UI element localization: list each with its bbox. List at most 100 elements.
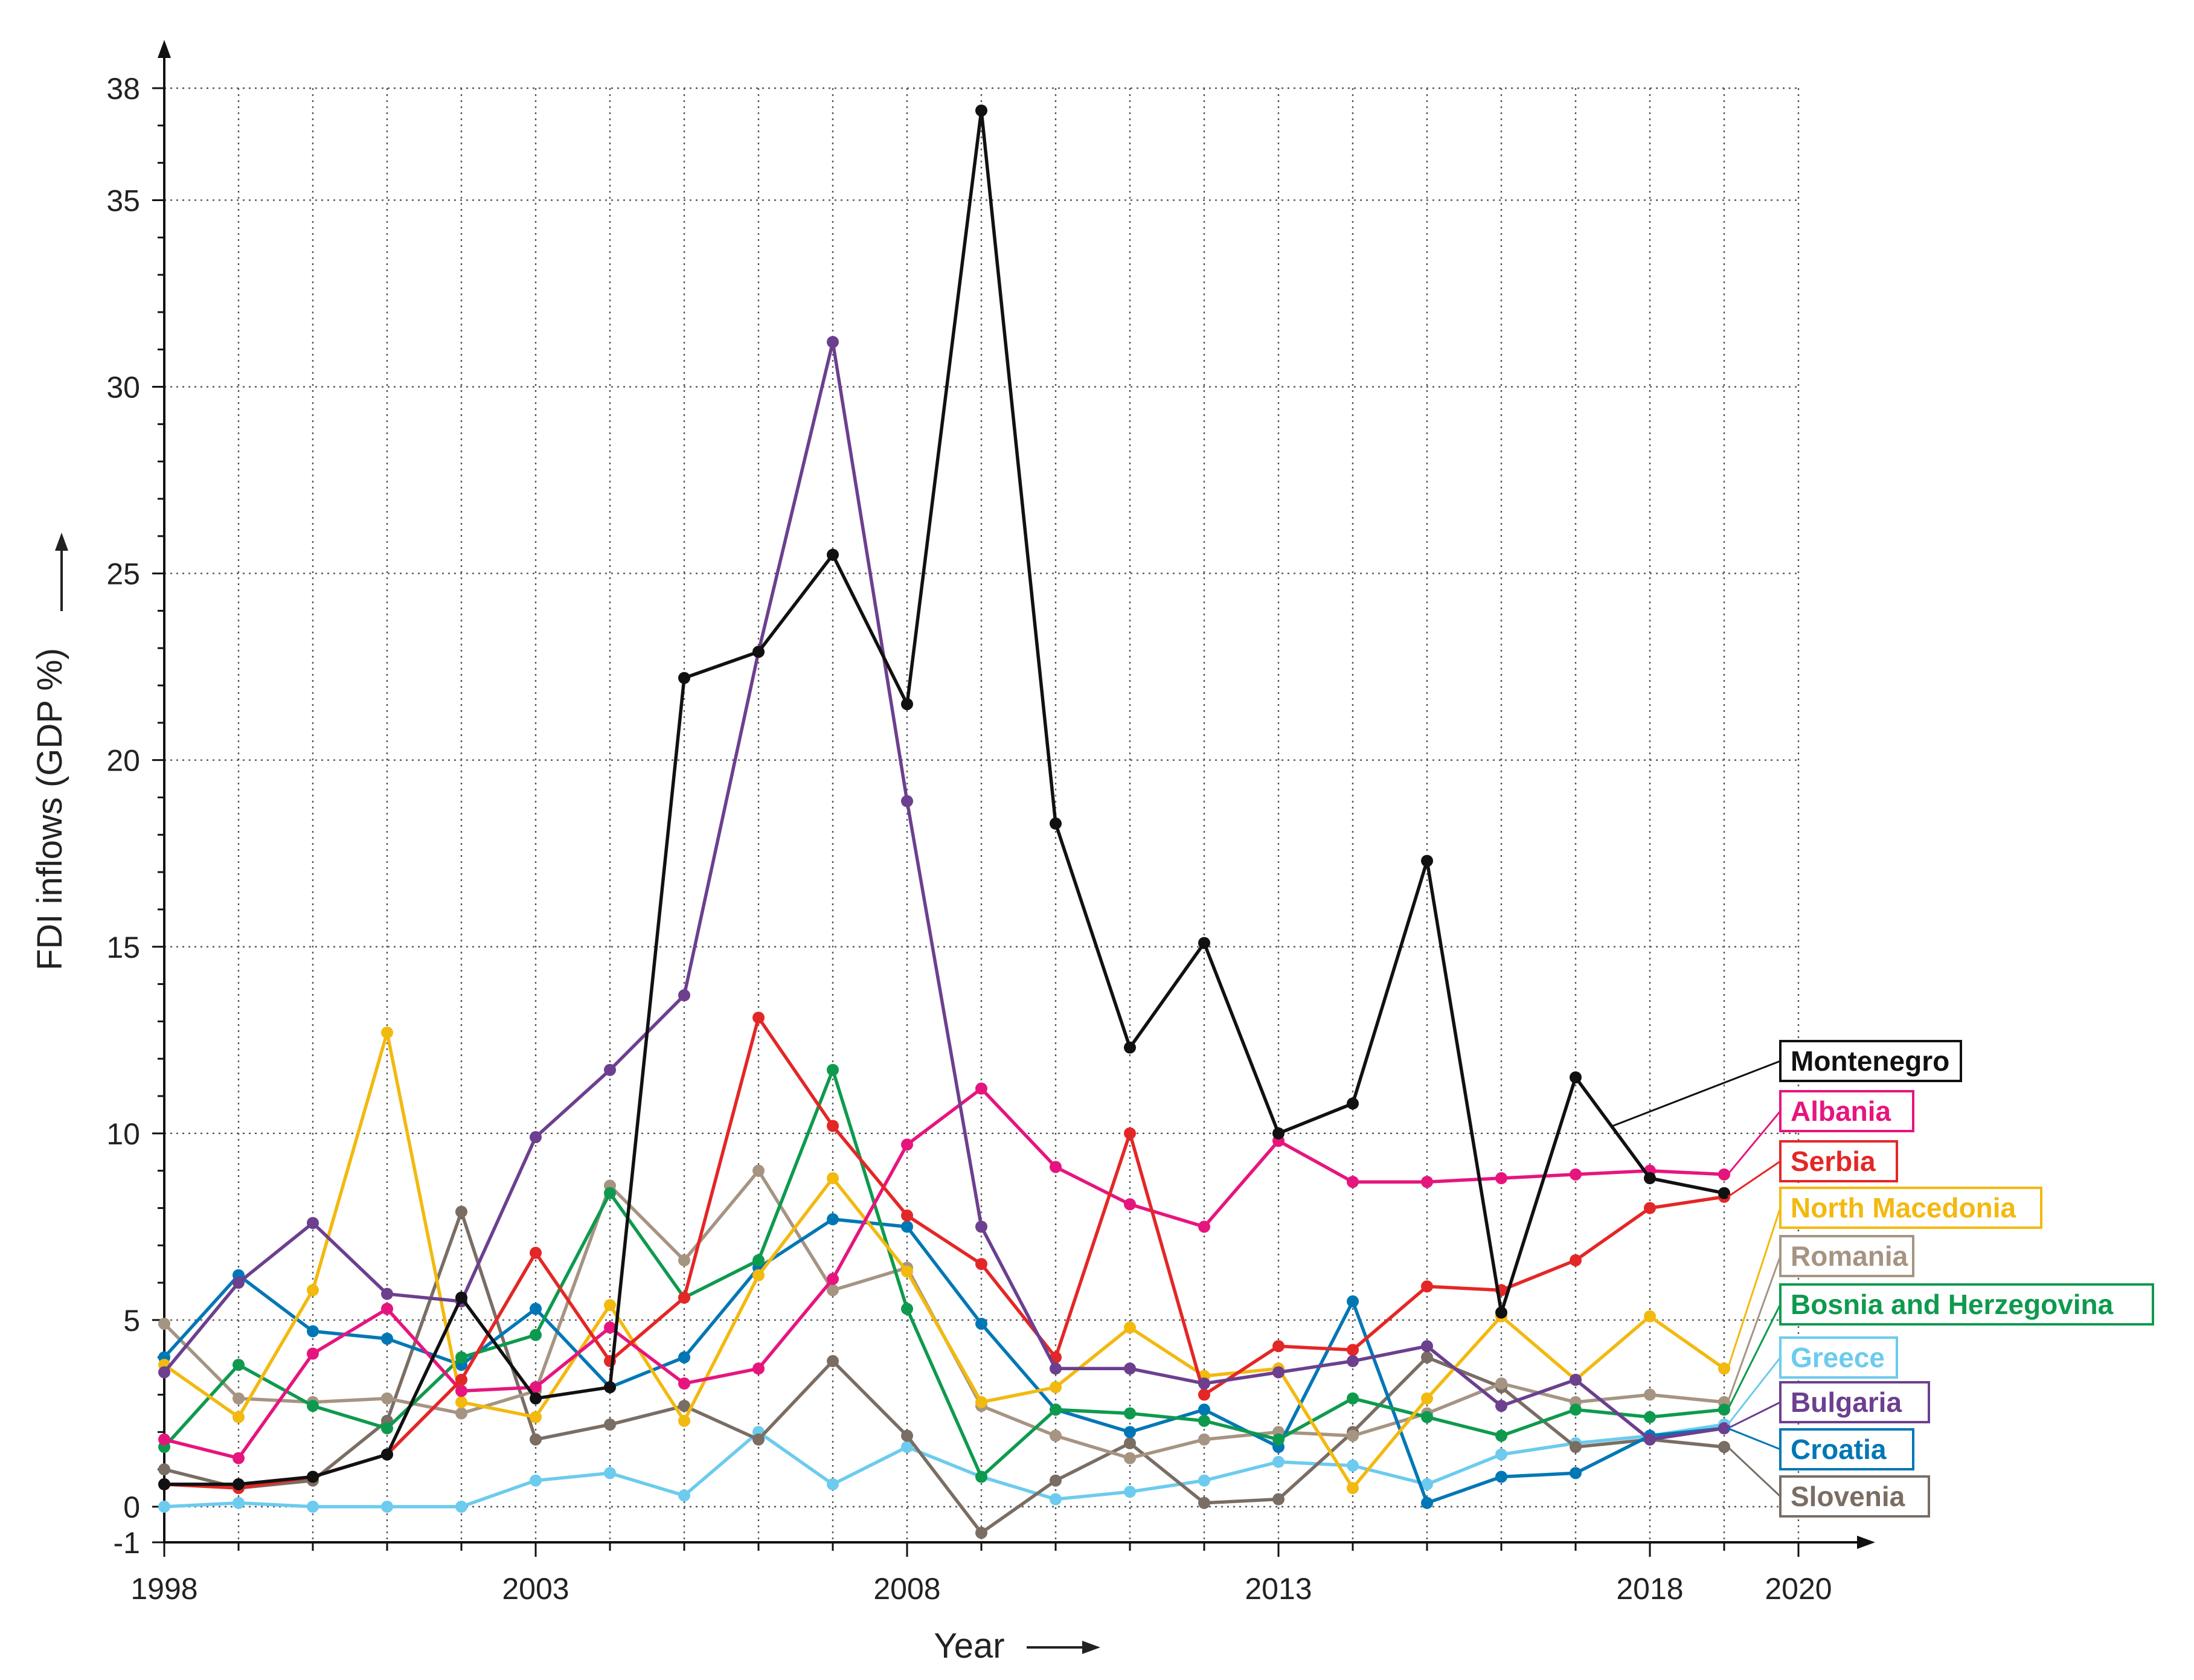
data-point-bosnia-and-herzegovina xyxy=(1644,1411,1656,1423)
data-point-montenegro xyxy=(233,1478,245,1490)
data-point-croatia xyxy=(307,1325,319,1338)
legend-label: Montenegro xyxy=(1791,1045,1949,1077)
y-axis-arrow-icon xyxy=(158,40,171,58)
legend-box xyxy=(1779,1040,1962,1082)
data-point-serbia xyxy=(455,1373,467,1386)
data-point-north-macedonia xyxy=(381,1026,393,1039)
data-point-bulgaria xyxy=(1495,1400,1507,1412)
data-point-serbia xyxy=(530,1246,542,1259)
data-point-romania xyxy=(1347,1429,1359,1442)
data-point-north-macedonia xyxy=(1124,1321,1136,1334)
data-point-north-macedonia xyxy=(233,1411,245,1423)
data-point-bulgaria xyxy=(975,1220,987,1233)
data-point-albania xyxy=(1421,1176,1433,1188)
data-point-albania xyxy=(530,1381,542,1394)
data-point-albania xyxy=(381,1303,393,1315)
series-north-macedonia xyxy=(158,1026,1730,1495)
legend-item-croatia: Croatia xyxy=(1727,1427,1914,1470)
legend-item-bulgaria: Bulgaria xyxy=(1727,1381,1930,1429)
data-point-montenegro xyxy=(975,104,987,117)
data-point-greece xyxy=(1050,1493,1062,1505)
legend-item-bosnia-and-herzegovina: Bosnia and Herzegovina xyxy=(1727,1283,2154,1410)
legend-leader-line xyxy=(1727,1160,1781,1198)
data-point-serbia xyxy=(901,1209,913,1222)
legend-item-greece: Greece xyxy=(1727,1336,1898,1425)
data-point-romania xyxy=(752,1164,765,1177)
data-point-croatia xyxy=(901,1220,913,1233)
data-point-albania xyxy=(1495,1172,1507,1185)
data-point-bosnia-and-herzegovina xyxy=(827,1063,839,1076)
legend-box xyxy=(1779,1235,1914,1277)
data-point-montenegro xyxy=(1272,1127,1285,1140)
data-point-bosnia-and-herzegovina xyxy=(530,1329,542,1341)
data-point-north-macedonia xyxy=(827,1172,839,1185)
legend-leader-line xyxy=(1727,1207,1782,1369)
data-point-montenegro xyxy=(381,1448,393,1461)
data-point-bulgaria xyxy=(1421,1340,1433,1353)
data-point-north-macedonia xyxy=(455,1396,467,1408)
data-point-croatia xyxy=(1421,1496,1433,1509)
series-line-montenegro xyxy=(164,109,1725,1486)
data-point-montenegro xyxy=(752,646,765,658)
data-point-montenegro xyxy=(827,548,839,561)
data-point-bulgaria xyxy=(1198,1377,1210,1390)
legend-item-montenegro: Montenegro xyxy=(1612,1040,1962,1127)
data-point-north-macedonia xyxy=(1718,1362,1730,1375)
data-point-bulgaria xyxy=(1347,1355,1359,1367)
data-point-bosnia-and-herzegovina xyxy=(1124,1407,1136,1420)
series-line-romania xyxy=(163,1169,1725,1460)
data-point-greece xyxy=(1198,1474,1210,1487)
data-point-montenegro xyxy=(1644,1172,1656,1185)
data-point-romania xyxy=(827,1284,839,1297)
data-point-montenegro xyxy=(1347,1097,1359,1110)
data-point-montenegro xyxy=(1495,1306,1507,1319)
data-point-bulgaria xyxy=(1050,1362,1062,1375)
data-point-greece xyxy=(1124,1486,1136,1498)
data-point-north-macedonia xyxy=(1347,1482,1359,1495)
data-point-slovenia xyxy=(678,1400,690,1412)
data-point-slovenia xyxy=(455,1205,467,1218)
data-point-romania xyxy=(1198,1433,1210,1446)
legend-label: North Macedonia xyxy=(1791,1192,2016,1223)
data-point-romania xyxy=(455,1407,467,1420)
data-point-montenegro xyxy=(604,1381,616,1394)
data-point-greece xyxy=(1272,1455,1285,1468)
legend-label: Bulgaria xyxy=(1791,1387,1902,1418)
data-point-montenegro xyxy=(455,1291,467,1304)
data-point-north-macedonia xyxy=(1421,1392,1433,1405)
y-tick-label: 15 xyxy=(106,931,140,964)
data-point-bosnia-and-herzegovina xyxy=(233,1359,245,1371)
data-point-bulgaria xyxy=(233,1277,245,1289)
data-point-slovenia xyxy=(1050,1474,1062,1487)
data-point-greece xyxy=(381,1501,393,1513)
x-tick-label: 2013 xyxy=(1245,1572,1312,1606)
data-point-bosnia-and-herzegovina xyxy=(1272,1433,1285,1446)
legend-item-romania: Romania xyxy=(1727,1235,1914,1403)
data-point-north-macedonia xyxy=(752,1269,765,1281)
data-point-bosnia-and-herzegovina xyxy=(975,1470,987,1483)
grid-layer xyxy=(164,87,1800,1544)
data-point-serbia xyxy=(1272,1340,1285,1353)
legend-layer: Montenegro Albania Serbia North Macedonia Ro… xyxy=(1612,1040,2154,1518)
series-line-slovenia xyxy=(164,1210,1725,1535)
data-point-serbia xyxy=(1198,1388,1210,1401)
data-point-montenegro xyxy=(678,672,690,684)
data-point-montenegro xyxy=(530,1392,542,1405)
data-point-greece xyxy=(678,1489,690,1502)
x-axis-arrow-icon xyxy=(1857,1536,1875,1549)
data-point-serbia xyxy=(1124,1127,1136,1140)
data-point-north-macedonia xyxy=(975,1396,987,1408)
data-point-north-macedonia xyxy=(678,1414,690,1427)
data-point-albania xyxy=(901,1138,913,1151)
data-point-croatia xyxy=(1570,1467,1582,1480)
series-slovenia xyxy=(158,1205,1730,1539)
series-croatia xyxy=(158,1213,1730,1509)
data-point-albania xyxy=(455,1385,467,1397)
data-point-greece xyxy=(1421,1478,1433,1490)
legend-leader-line xyxy=(1727,1111,1782,1175)
data-point-slovenia xyxy=(827,1355,839,1367)
legend-box xyxy=(1779,1381,1930,1423)
y-tick-label: -1 xyxy=(114,1526,140,1560)
data-point-bosnia-and-herzegovina xyxy=(1421,1411,1433,1423)
data-point-slovenia xyxy=(975,1527,987,1539)
